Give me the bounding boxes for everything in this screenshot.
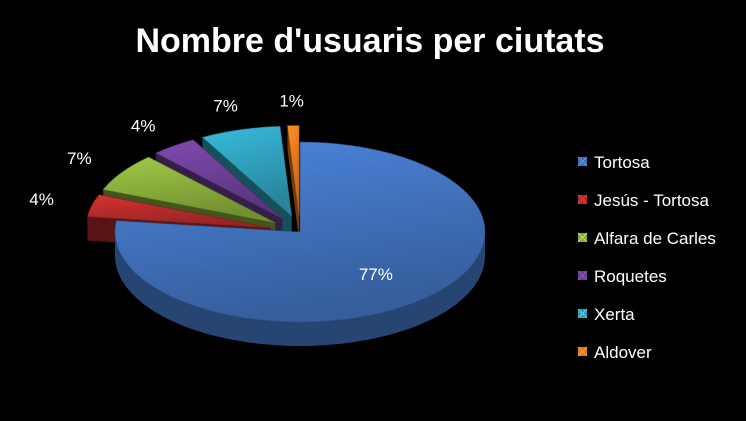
legend: Tortosa Jesús - Tortosa Alfara de Carles Ro… [577, 153, 716, 362]
slice-side-tortosa [115, 232, 485, 346]
data-labels: 77% 4% 7% 4% 7% 1% [29, 91, 393, 283]
legend-marker-icon [577, 232, 588, 243]
legend-marker-icon [577, 346, 588, 357]
legend-label-xerta: Xerta [594, 305, 635, 324]
legend-item-aldover: Aldover [577, 343, 652, 362]
data-label-aldover: 1% [279, 91, 304, 110]
pie-slice-alfara-de-carles [102, 156, 276, 224]
pie-slice-aldover [287, 125, 300, 216]
legend-marker-icon [577, 270, 588, 281]
legend-label-tortosa: Tortosa [594, 153, 650, 172]
chart-title: Nombre d'usuaris per ciutats [135, 22, 604, 60]
pie-slice-tortosa [114, 141, 486, 323]
legend-item-roquetes: Roquetes [577, 267, 667, 286]
legend-label-aldover: Aldover [594, 343, 652, 362]
legend-marker-icon [577, 194, 588, 205]
pie-slice-jesus-tortosa [87, 194, 271, 229]
legend-item-tortosa: Tortosa [577, 153, 650, 172]
legend-item-alfara-de-carles: Alfara de Carles [577, 229, 716, 248]
data-label-xerta: 7% [213, 97, 238, 116]
legend-label-jesus-tortosa: Jesús - Tortosa [594, 191, 710, 210]
data-label-roquetes: 4% [131, 116, 156, 135]
legend-item-jesus-tortosa: Jesús - Tortosa [577, 191, 710, 210]
data-label-alfara-de-carles: 7% [67, 149, 92, 168]
legend-item-xerta: Xerta [577, 305, 635, 324]
legend-label-roquetes: Roquetes [594, 267, 667, 286]
legend-marker-icon [577, 156, 588, 167]
pie-slices [87, 125, 486, 323]
pie-slice-xerta [201, 126, 293, 217]
slice-wall-aldover [287, 125, 300, 240]
pie-slice-roquetes [155, 139, 283, 219]
legend-marker-icon [577, 308, 588, 319]
legend-label-alfara-de-carles: Alfara de Carles [594, 229, 716, 248]
data-label-tortosa: 77% [359, 265, 393, 284]
data-label-jesus-tortosa: 4% [29, 190, 54, 209]
